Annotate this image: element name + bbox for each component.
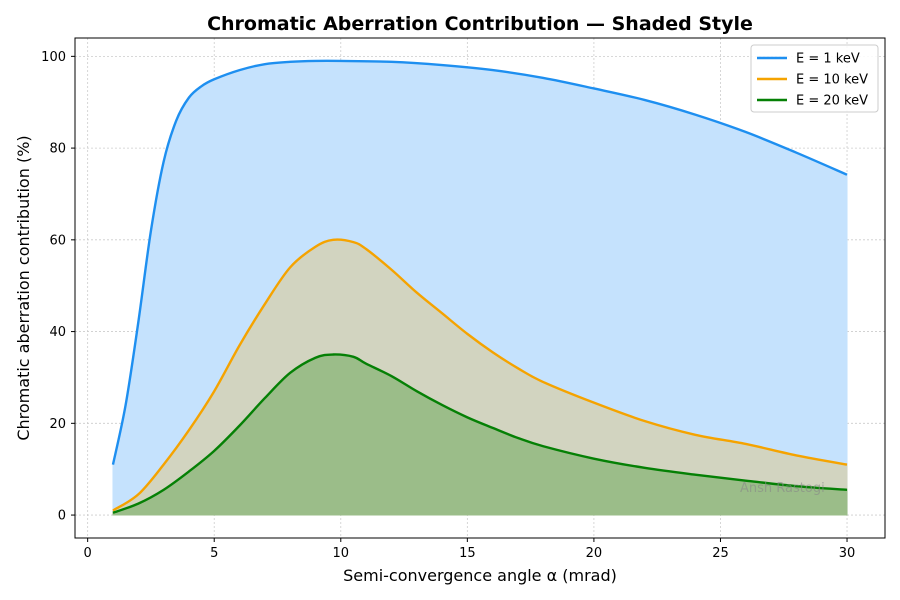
x-tick-label: 10: [333, 546, 350, 561]
x-axis-label: Semi-convergence angle α (mrad): [343, 566, 617, 585]
legend-entry: E = 20 keV: [796, 94, 868, 109]
series-line-e-10-kev: [112, 238, 848, 512]
y-tick-label: 100: [41, 50, 66, 65]
watermark: Ansh Rastogi: [740, 481, 825, 496]
legend-entry: E = 10 keV: [796, 73, 868, 88]
plot-frame: [74, 37, 886, 539]
x-tick-label: 5: [210, 546, 218, 561]
x-tick-label: 15: [459, 546, 476, 561]
y-tick-label: 80: [49, 142, 66, 157]
x-axis: 0 5 10 15 20 25 30: [84, 538, 856, 561]
x-tick-label: 25: [712, 546, 729, 561]
legend-box: [750, 44, 879, 113]
y-tick-label: 20: [49, 417, 66, 432]
y-axis: 0 20 40 60 80 100: [41, 50, 75, 524]
x-tick-label: 20: [586, 546, 603, 561]
x-tick-label: 30: [839, 546, 856, 561]
legend-entry: E = 1 keV: [796, 52, 860, 67]
x-tick-label: 0: [84, 546, 92, 561]
y-tick-label: 0: [58, 509, 66, 524]
chart-title: Chromatic Aberration Contribution — Shad…: [207, 13, 753, 35]
series-line-e-20-kev: [112, 353, 848, 514]
series-fills: [112, 60, 848, 516]
y-tick-label: 60: [49, 233, 66, 248]
legend: E = 1 keV E = 10 keV E = 20 keV: [750, 44, 879, 113]
y-tick-label: 40: [49, 325, 66, 340]
series-line-e-1-kev: [111, 59, 848, 465]
y-axis-label: Chromatic aberration contribution (%): [14, 135, 33, 440]
series-lines: [111, 59, 848, 514]
